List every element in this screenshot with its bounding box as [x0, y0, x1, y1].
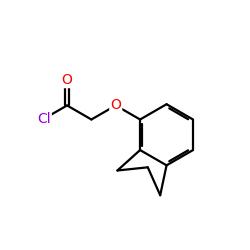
Text: O: O: [110, 98, 121, 112]
Text: Cl: Cl: [37, 112, 51, 126]
Text: O: O: [62, 73, 72, 87]
